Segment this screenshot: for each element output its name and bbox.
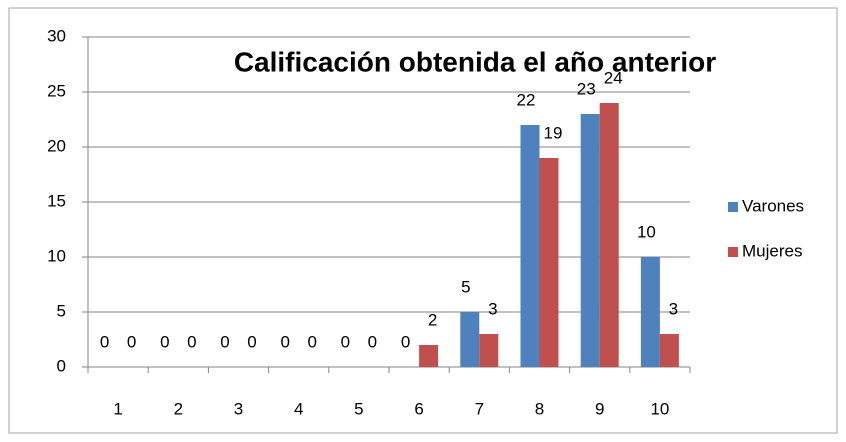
data-label: 5 [461, 277, 470, 296]
data-label: 0 [247, 332, 256, 351]
x-tick-label: 7 [475, 399, 484, 418]
x-tick-label: 2 [174, 399, 183, 418]
data-label: 2 [428, 310, 437, 329]
legend-label: Varones [742, 196, 804, 215]
y-tick-label: 0 [57, 356, 66, 375]
data-label: 0 [368, 332, 377, 351]
data-label: 23 [577, 79, 596, 98]
y-tick-label: 5 [57, 301, 66, 320]
data-label: 0 [127, 332, 136, 351]
x-tick-label: 3 [234, 399, 243, 418]
data-label: 0 [187, 332, 196, 351]
y-tick-label: 30 [47, 26, 66, 45]
bar [419, 345, 439, 367]
data-label: 0 [280, 332, 289, 351]
bar [599, 103, 619, 367]
legend-swatch [728, 247, 738, 257]
bar [659, 334, 679, 367]
data-label: 0 [341, 332, 350, 351]
bar [520, 125, 540, 367]
y-tick-label: 10 [47, 246, 66, 265]
legend-label: Mujeres [742, 241, 802, 260]
data-label: 3 [488, 299, 497, 318]
x-tick-label: 8 [535, 399, 544, 418]
bar [460, 312, 480, 367]
y-tick-label: 25 [47, 81, 66, 100]
data-label: 22 [517, 90, 536, 109]
bar [580, 114, 600, 367]
data-label: 0 [307, 332, 316, 351]
bar [640, 257, 660, 367]
data-label: 3 [669, 299, 678, 318]
x-tick-label: 6 [414, 399, 423, 418]
x-tick-label: 5 [354, 399, 363, 418]
y-tick-label: 20 [47, 136, 66, 155]
bar [539, 158, 559, 367]
data-label: 19 [544, 123, 563, 142]
data-label: 24 [604, 68, 623, 87]
x-tick-label: 10 [650, 399, 669, 418]
y-tick-label: 15 [47, 191, 66, 210]
data-label: 0 [401, 332, 410, 351]
data-label: 0 [100, 332, 109, 351]
chart-title: Calificación obtenida el año anterior [234, 46, 716, 77]
data-label: 0 [160, 332, 169, 351]
legend-swatch [728, 202, 738, 212]
bar [479, 334, 499, 367]
x-tick-label: 1 [113, 399, 122, 418]
data-label: 10 [637, 222, 656, 241]
data-label: 0 [220, 332, 229, 351]
x-tick-label: 4 [294, 399, 303, 418]
x-tick-label: 9 [595, 399, 604, 418]
